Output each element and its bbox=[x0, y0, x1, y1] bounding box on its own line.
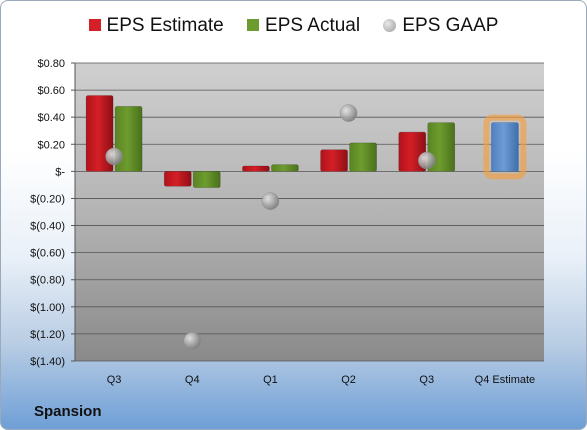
legend-label-estimate: EPS Estimate bbox=[106, 15, 224, 36]
x-tick-label: Q3 bbox=[419, 374, 434, 386]
y-tick-label: $(0.60) bbox=[30, 248, 65, 260]
legend-swatch-gaap bbox=[383, 19, 397, 32]
y-tick-label: $(0.20) bbox=[30, 193, 65, 205]
legend-label-actual: EPS Actual bbox=[265, 15, 361, 36]
y-tick-label: $(1.20) bbox=[30, 329, 65, 341]
legend-item-actual: EPS Actual bbox=[247, 15, 360, 37]
bar-next-estimate bbox=[491, 122, 519, 172]
y-tick-label: $(1.00) bbox=[30, 302, 65, 314]
legend-item-estimate: EPS Estimate bbox=[88, 15, 224, 37]
bar-eps-estimate bbox=[85, 95, 114, 172]
legend-swatch-estimate bbox=[88, 19, 101, 31]
company-name: Spansion bbox=[34, 403, 102, 420]
legend-label-gaap: EPS GAAP bbox=[402, 15, 499, 36]
y-tick-label: $(1.40) bbox=[30, 356, 65, 368]
x-tick-label: Q2 bbox=[341, 374, 356, 386]
estimate-highlight bbox=[483, 114, 527, 180]
y-tick-label: $(0.80) bbox=[30, 275, 65, 287]
point-eps-gaap bbox=[418, 151, 436, 170]
y-tick-label: $0.20 bbox=[37, 139, 65, 151]
point-eps-gaap bbox=[105, 147, 123, 166]
y-tick-label: $0.80 bbox=[37, 58, 65, 70]
point-eps-gaap bbox=[183, 331, 201, 350]
x-tick-label: Q4 bbox=[185, 374, 200, 386]
point-eps-gaap bbox=[339, 104, 358, 122]
bar-eps-actual bbox=[349, 142, 377, 172]
x-tick-label: Q4 Estimate bbox=[475, 374, 536, 386]
bar-eps-estimate bbox=[163, 171, 192, 187]
x-tick-label: Q1 bbox=[263, 374, 278, 386]
y-tick-label: $0.40 bbox=[37, 112, 65, 124]
y-tick-label: $0.60 bbox=[37, 85, 65, 97]
legend-swatch-actual bbox=[247, 19, 260, 31]
bar-eps-estimate bbox=[242, 165, 270, 172]
bar-eps-estimate bbox=[320, 149, 348, 172]
point-eps-gaap bbox=[261, 192, 280, 210]
bar-eps-actual bbox=[271, 164, 299, 172]
legend: EPS Estimate EPS Actual EPS GAAP bbox=[1, 15, 586, 37]
plot-area bbox=[75, 63, 544, 361]
legend-item-gaap: EPS GAAP bbox=[383, 15, 498, 37]
x-tick-label: Q3 bbox=[107, 374, 122, 386]
y-tick-label: $- bbox=[55, 166, 65, 178]
y-tick-label: $(0.40) bbox=[30, 221, 65, 233]
bar-eps-actual bbox=[192, 171, 221, 188]
